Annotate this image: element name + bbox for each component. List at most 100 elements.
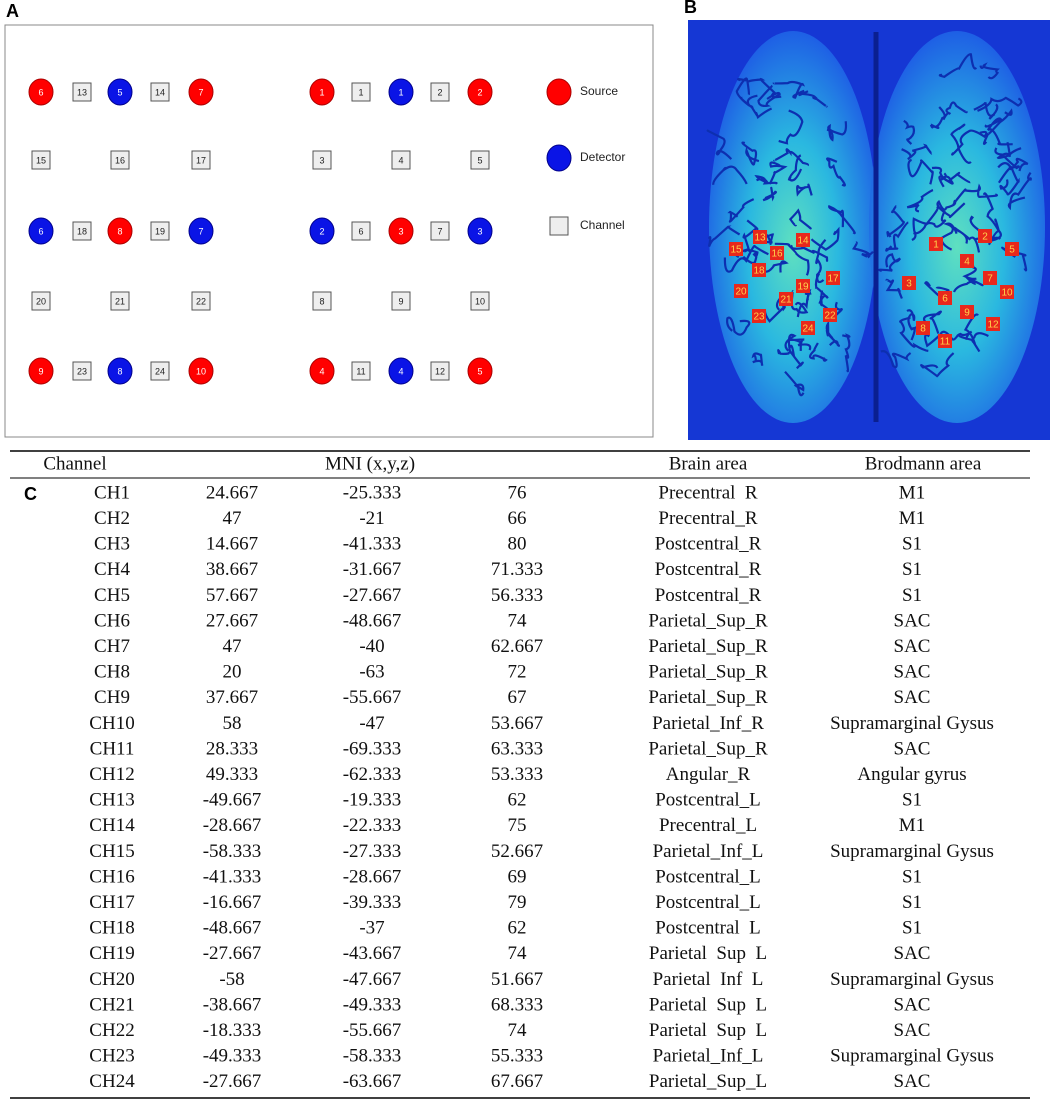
gyrus (938, 53, 978, 78)
channel-label: 1 (358, 87, 363, 97)
gyrus (751, 352, 764, 366)
channel (430, 82, 450, 102)
channel-label: 5 (477, 155, 482, 165)
gyrus (825, 320, 841, 347)
gyrus (809, 342, 828, 362)
channel (351, 82, 371, 102)
channel (391, 150, 411, 170)
channel-label: 23 (77, 366, 87, 376)
table-cell: Postcentral_L (655, 790, 761, 811)
brain-channel (752, 309, 766, 323)
brain-channel (770, 246, 784, 260)
brain-channel-label: 13 (754, 233, 766, 244)
table-cell: 80 (508, 534, 527, 555)
gyrus (984, 117, 1013, 146)
table-cell: -27.667 (203, 1071, 262, 1092)
gyrus (784, 370, 805, 397)
gyrus (788, 338, 812, 351)
channel (391, 291, 411, 311)
brain-channel (1000, 285, 1014, 299)
table-cell: Precentral_L (659, 815, 757, 836)
gyrus (768, 161, 788, 185)
gyrus (938, 222, 958, 251)
panel-label: C (24, 484, 37, 504)
table-cell: -25.333 (343, 482, 402, 503)
table-cell: 14.667 (206, 534, 258, 555)
table-cell: -69.333 (343, 738, 402, 759)
gyrus (901, 143, 933, 161)
table-cell: Parietal_Sup_R (648, 662, 768, 683)
brain-channel-label: 17 (827, 274, 839, 285)
table-cell: 72 (508, 662, 527, 683)
channel (191, 291, 211, 311)
table-cell: -55.667 (343, 1020, 402, 1041)
channel-label: 6 (358, 226, 363, 236)
brain-channel-label: 7 (987, 274, 993, 285)
source-label: 7 (198, 87, 203, 97)
table-header: MNI (x,y,z) (325, 453, 415, 474)
source-label: 3 (398, 226, 403, 236)
table-cell: SAC (894, 1071, 931, 1092)
source (188, 78, 214, 106)
table-cell: M1 (899, 508, 925, 529)
legend-label: Source (580, 84, 618, 98)
left-hemisphere (709, 31, 877, 423)
gyrus (741, 141, 760, 166)
gyrus (942, 101, 968, 121)
detector (388, 357, 414, 385)
gyrus (788, 208, 812, 230)
table-cell: Precentral_R (658, 508, 758, 529)
table-cell: 58 (223, 713, 242, 734)
brain-channel (796, 233, 810, 247)
source-label: 9 (38, 366, 43, 376)
table-cell: Parietal Sup L (649, 943, 767, 964)
gyrus (735, 77, 758, 107)
channel-label: 12 (435, 366, 445, 376)
gyrus (982, 108, 1013, 145)
channel-label: 16 (115, 155, 125, 165)
gyrus (723, 244, 769, 273)
table-cell: Parietal_Inf_R (652, 713, 764, 734)
gyrus (885, 221, 909, 252)
table-cell: 74 (508, 610, 528, 631)
table-cell: -49.333 (343, 994, 402, 1015)
table-cell: SAC (894, 943, 931, 964)
table-cell: -28.667 (203, 815, 262, 836)
table-cell: Postcentral_R (655, 559, 762, 580)
source (388, 217, 414, 245)
table-cell: 68.333 (491, 994, 543, 1015)
table-cell: -21 (359, 508, 384, 529)
brain-channel-label: 9 (964, 308, 970, 319)
table-cell: Parietal Sup L (649, 994, 767, 1015)
brain (706, 31, 1045, 423)
table-cell: Parietal_Sup_L (649, 1071, 767, 1092)
brain-channel-label: 22 (824, 311, 836, 322)
gyrus (906, 189, 934, 213)
channel (430, 221, 450, 241)
gyrus (828, 204, 856, 235)
channel (72, 221, 92, 241)
brain-channel-label: 16 (771, 249, 783, 260)
brain-channel (734, 284, 748, 298)
table-cell: 62.667 (491, 636, 543, 657)
table-cell: M1 (899, 482, 925, 503)
channel (31, 150, 51, 170)
detector (309, 217, 335, 245)
channel (312, 150, 332, 170)
channel (470, 291, 490, 311)
table-cell: Parietal_Sup_R (648, 738, 768, 759)
channel (72, 82, 92, 102)
channel-label: 13 (77, 87, 87, 97)
source (28, 357, 54, 385)
brain-channel (826, 271, 840, 285)
table-cell: -55.667 (343, 687, 402, 708)
brain-channel (779, 292, 793, 306)
gyrus (757, 84, 781, 108)
table-cell: 24.667 (206, 482, 258, 503)
brain-channel-label: 15 (730, 245, 742, 256)
brain-channel (796, 279, 810, 293)
table-cell: -48.667 (343, 610, 402, 631)
channel (110, 291, 130, 311)
brain-channel-label: 4 (964, 257, 970, 268)
brain-channel (983, 271, 997, 285)
